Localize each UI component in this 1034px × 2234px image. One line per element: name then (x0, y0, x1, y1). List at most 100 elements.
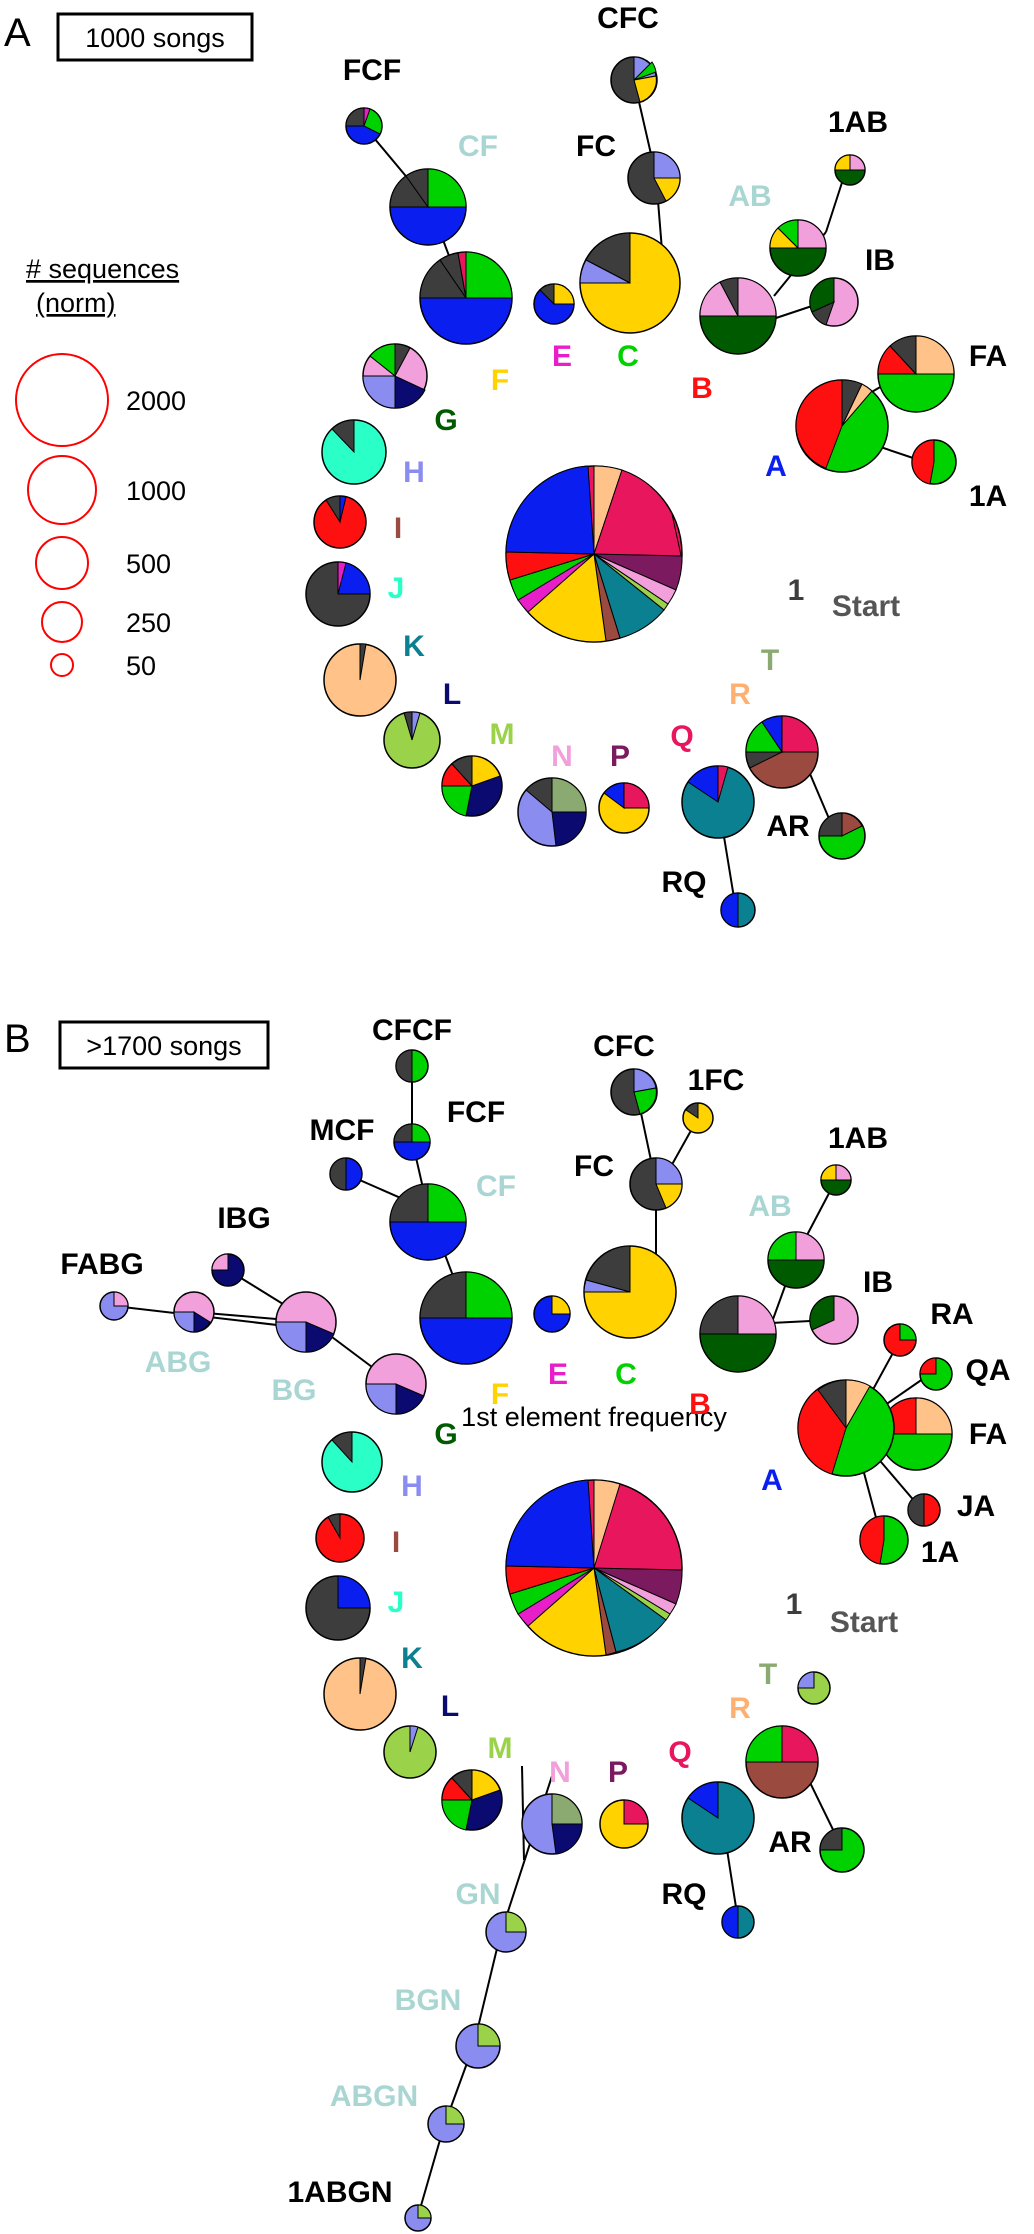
label-b-1: 1 (786, 1588, 803, 1621)
pie-b-1abgn (404, 2204, 432, 2232)
label-a-h: H (403, 456, 425, 489)
label-a-1a: 1A (969, 480, 1007, 513)
pie-a-n (517, 777, 587, 847)
label-b-fcf: FCF (447, 1096, 505, 1129)
pie-b-b (699, 1295, 777, 1373)
legend-circle-50 (50, 653, 74, 677)
pie-a-1ab (834, 154, 866, 186)
pie-b-gn (485, 1911, 527, 1953)
label-b-c: C (615, 1358, 637, 1391)
label-a-q: Q (670, 720, 693, 753)
pie-b-c (583, 1245, 677, 1339)
label-b-a: A (761, 1464, 783, 1497)
panel-a-pies (305, 56, 957, 928)
pie-b-bgn (455, 2023, 501, 2069)
pie-a-b (699, 277, 777, 355)
legend-circle-1000 (27, 455, 97, 525)
panel-b-pies (99, 1049, 953, 2232)
label-b-1fc: 1FC (688, 1064, 745, 1097)
pie-b-ib (809, 1295, 859, 1345)
label-a-ib: IB (865, 244, 895, 277)
pie-b-t (797, 1671, 831, 1705)
label-b-g: G (434, 1418, 457, 1451)
pie-b-abgn (427, 2105, 465, 2143)
label-b-e: E (548, 1358, 568, 1391)
legend-title-line1: # sequences (26, 254, 179, 284)
panel-a-labels: CFC FCF CF FC 1AB AB IB FA 1A A B C E F … (343, 2, 1007, 899)
pie-b-j (305, 1575, 371, 1641)
label-b-h: H (401, 1470, 423, 1503)
label-b-r: R (729, 1692, 751, 1725)
pie-a-l (383, 711, 441, 769)
label-a-b: B (691, 372, 713, 405)
pie-a-cf (389, 168, 467, 246)
pie-a-fc (627, 151, 681, 205)
pie-b-ab (767, 1231, 825, 1289)
pie-b-mcf (329, 1157, 363, 1191)
label-a-ab: AB (728, 180, 771, 213)
pie-b-ibg (211, 1253, 245, 1287)
pie-b-center (505, 1479, 683, 1657)
label-b-abg: ABG (145, 1346, 212, 1379)
label-b-ibg: IBG (217, 1202, 270, 1235)
pie-a-m (441, 755, 503, 817)
pie-b-1a (859, 1515, 909, 1565)
label-b-fc: FC (574, 1150, 614, 1183)
label-b-ar: AR (768, 1826, 812, 1859)
pie-b-cf (389, 1183, 467, 1261)
legend-label-50: 50 (126, 651, 156, 681)
pie-b-f (419, 1271, 513, 1365)
pie-a-cfc (610, 56, 658, 104)
legend-label-250: 250 (126, 608, 171, 638)
label-b-abgn: ABGN (330, 2080, 418, 2113)
label-b-gn: GN (456, 1878, 501, 1911)
pie-b-i (315, 1513, 365, 1563)
pie-b-bg (275, 1291, 337, 1353)
label-a-fc: FC (576, 130, 616, 163)
label-b-qa: QA (966, 1354, 1011, 1387)
label-a-n: N (551, 740, 573, 773)
label-a-i: I (394, 512, 402, 545)
label-a-k: K (403, 630, 425, 663)
label-a-p: P (610, 740, 630, 773)
label-b-f: F (491, 1378, 509, 1411)
label-b-fa: FA (969, 1418, 1007, 1451)
label-a-f: F (491, 364, 509, 397)
pie-b-p (599, 1799, 649, 1849)
label-b-cfcf: CFCF (372, 1014, 452, 1047)
legend-label-500: 500 (126, 549, 171, 579)
pie-b-e (533, 1295, 571, 1333)
pie-a-q (681, 765, 755, 839)
label-b-cf: CF (476, 1170, 516, 1203)
pie-a-c (579, 232, 681, 334)
panel-b-box (58, 1020, 270, 1070)
pie-a-ar (818, 812, 866, 860)
pie-b-cfc (610, 1068, 658, 1116)
pie-a-f (419, 251, 513, 345)
label-b-ra: RA (930, 1298, 973, 1331)
pie-b-q (681, 1781, 755, 1855)
pie-b-g (365, 1353, 427, 1415)
pie-a-fcf (345, 107, 383, 145)
label-b-ja: JA (957, 1490, 995, 1523)
panel-b-labels: CFCF FCF MCF CF CFC 1FC FC 1AB AB IB RA … (60, 1014, 1010, 2209)
label-b-cfc: CFC (593, 1030, 655, 1063)
pie-b-k (323, 1657, 397, 1731)
panel-b-box-label: >1700 songs (86, 1031, 241, 1061)
pie-b-n (521, 1793, 583, 1855)
label-b-ab: AB (748, 1190, 791, 1223)
pie-a-a (795, 379, 889, 473)
pie-b-fc (629, 1157, 683, 1211)
pie-a-1a (911, 439, 957, 485)
pie-b-fabg (99, 1291, 129, 1321)
legend-label-2000: 2000 (126, 386, 186, 416)
pie-b-qa (919, 1357, 953, 1391)
pie-a-ib (809, 277, 859, 327)
pie-a-p (598, 782, 650, 834)
legend: # sequences (norm) 2000 1000 500 250 50 (15, 254, 186, 681)
pie-a-r (745, 715, 819, 789)
label-a-t: T (761, 644, 779, 677)
pie-b-1ab (820, 1164, 852, 1196)
label-b-rq: RQ (662, 1878, 707, 1911)
pie-a-j (305, 561, 371, 627)
